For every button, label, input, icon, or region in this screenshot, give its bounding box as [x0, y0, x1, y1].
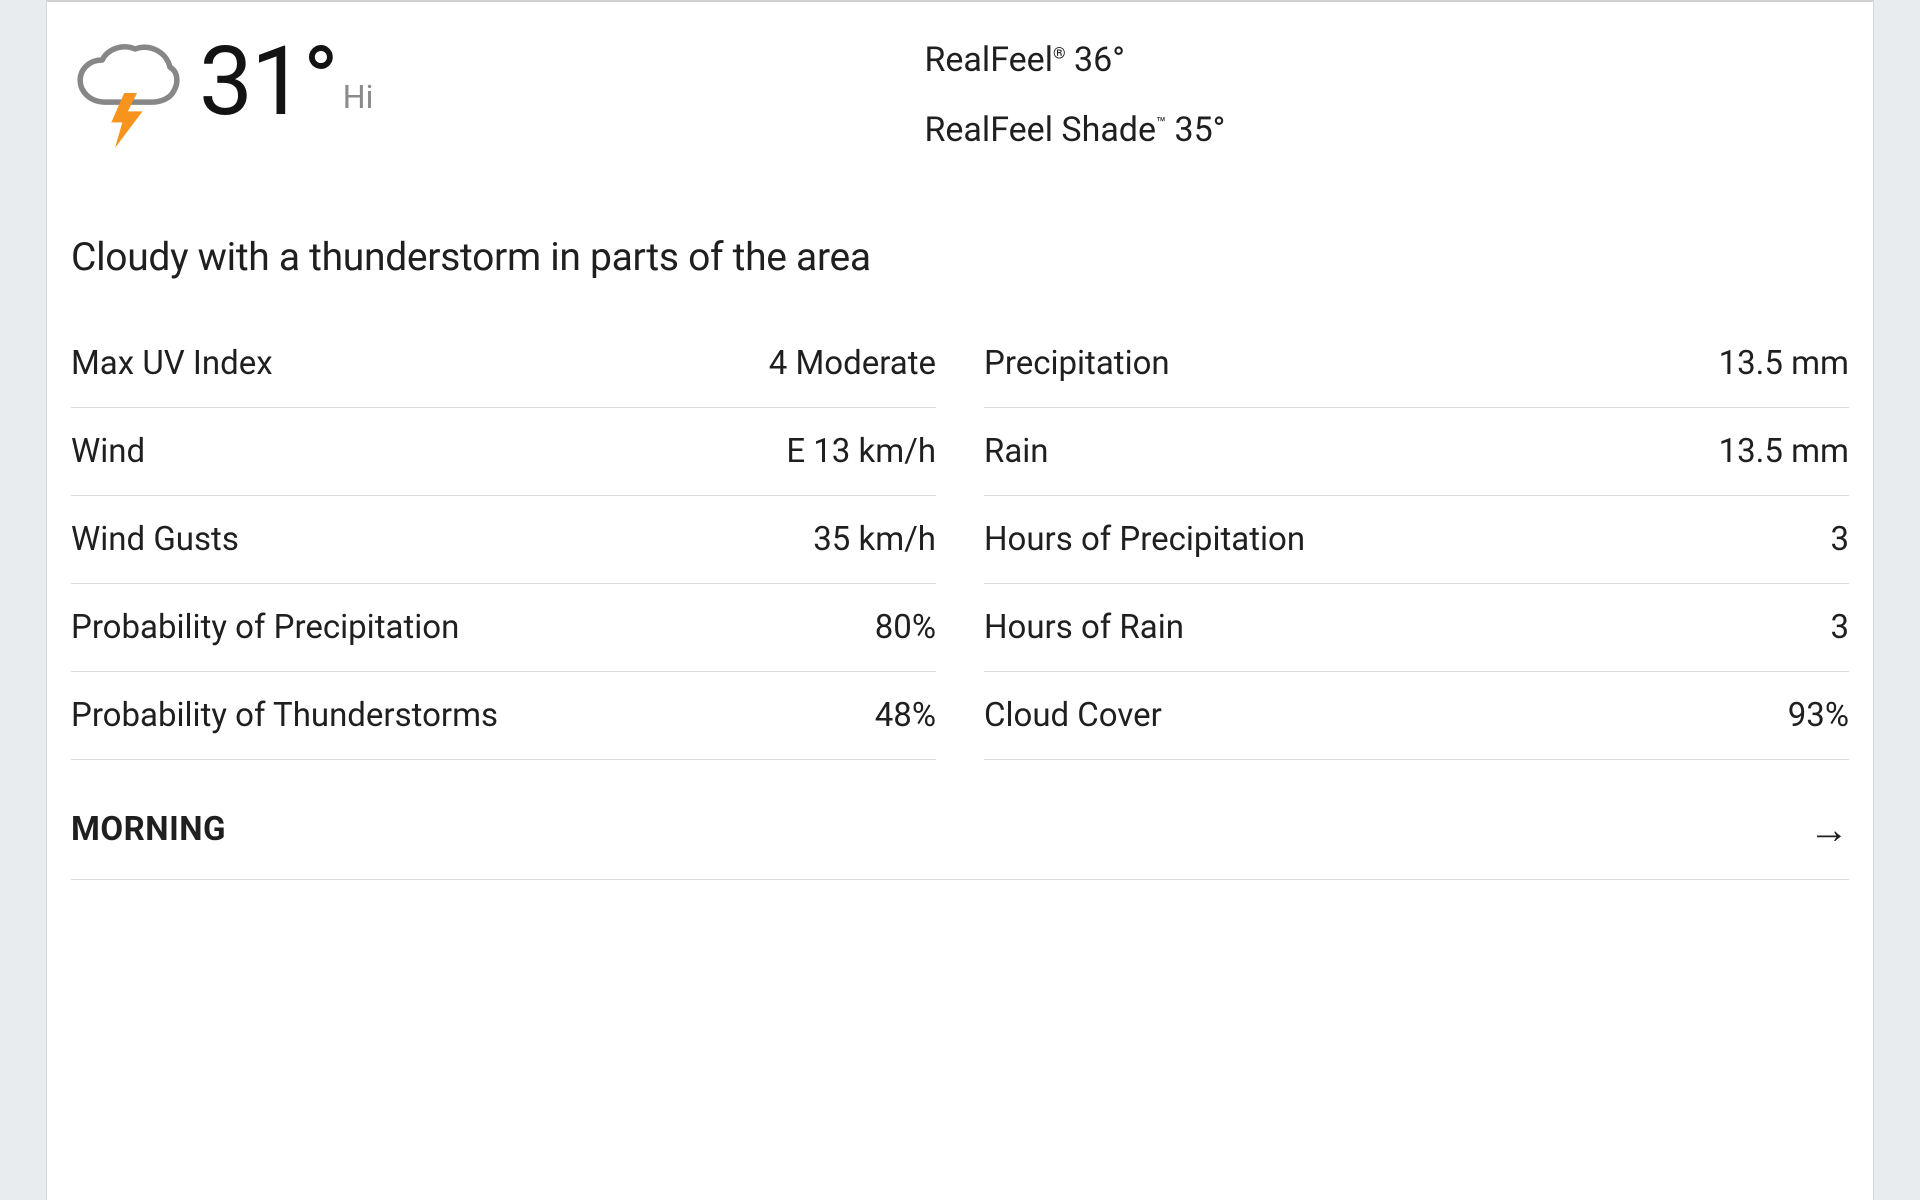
realfeel-line: RealFeel® 36°	[924, 38, 1849, 82]
temperature-block: 31° Hi	[199, 32, 373, 130]
detail-label: Precipitation	[984, 344, 1170, 383]
detail-value: E 13 km/h	[786, 432, 936, 471]
details-right-column: Precipitation 13.5 mm Rain 13.5 mm Hours…	[984, 320, 1849, 760]
detail-row: Probability of Precipitation 80%	[71, 584, 936, 672]
realfeel-shade-label: RealFeel Shade	[924, 110, 1156, 150]
summary-row: 31° Hi RealFeel® 36° RealFeel Shade™ 35°	[71, 32, 1849, 178]
temperature-hi-label: Hi	[337, 78, 374, 130]
detail-row: Hours of Rain 3	[984, 584, 1849, 672]
detail-row: Hours of Precipitation 3	[984, 496, 1849, 584]
weather-card: 31° Hi RealFeel® 36° RealFeel Shade™ 35°…	[46, 0, 1874, 1200]
section-label: MORNING	[71, 810, 226, 849]
detail-label: Probability of Thunderstorms	[71, 696, 498, 735]
detail-label: Hours of Precipitation	[984, 520, 1305, 559]
realfeel-shade-line: RealFeel Shade™ 35°	[924, 108, 1849, 152]
realfeel-shade-value: 35°	[1174, 110, 1225, 150]
details-left-column: Max UV Index 4 Moderate Wind E 13 km/h W…	[71, 320, 936, 760]
detail-row: Wind E 13 km/h	[71, 408, 936, 496]
detail-row: Precipitation 13.5 mm	[984, 320, 1849, 408]
detail-value: 48%	[875, 696, 936, 735]
detail-value: 35 km/h	[813, 520, 936, 559]
detail-row: Cloud Cover 93%	[984, 672, 1849, 760]
card-inner: 31° Hi RealFeel® 36° RealFeel Shade™ 35°…	[47, 2, 1873, 880]
detail-row: Max UV Index 4 Moderate	[71, 320, 936, 408]
detail-row: Probability of Thunderstorms 48%	[71, 672, 936, 760]
detail-value: 13.5 mm	[1719, 344, 1849, 383]
realfeel-shade-mark: ™	[1156, 114, 1166, 133]
realfeel-column: RealFeel® 36° RealFeel Shade™ 35°	[924, 32, 1849, 178]
detail-value: 13.5 mm	[1719, 432, 1849, 471]
detail-label: Probability of Precipitation	[71, 608, 459, 647]
detail-label: Wind Gusts	[71, 520, 239, 559]
forecast-description: Cloudy with a thunderstorm in parts of t…	[71, 234, 1849, 280]
arrow-right-icon: →	[1809, 806, 1849, 853]
detail-value: 3	[1830, 608, 1849, 647]
realfeel-value: 36°	[1074, 40, 1125, 80]
detail-value: 93%	[1788, 696, 1849, 735]
details-grid: Max UV Index 4 Moderate Wind E 13 km/h W…	[71, 320, 1849, 760]
page-outer: 31° Hi RealFeel® 36° RealFeel Shade™ 35°…	[0, 0, 1920, 1200]
realfeel-label: RealFeel	[924, 40, 1053, 80]
detail-label: Max UV Index	[71, 344, 273, 383]
detail-row: Wind Gusts 35 km/h	[71, 496, 936, 584]
morning-section-link[interactable]: MORNING →	[71, 760, 1849, 880]
temperature-value: 31°	[199, 34, 337, 130]
detail-value: 80%	[875, 608, 936, 647]
detail-label: Rain	[984, 432, 1049, 471]
detail-value: 4 Moderate	[769, 344, 936, 383]
detail-label: Hours of Rain	[984, 608, 1184, 647]
detail-label: Cloud Cover	[984, 696, 1162, 735]
realfeel-mark: ®	[1053, 44, 1066, 63]
thunderstorm-icon	[71, 32, 181, 148]
detail-label: Wind	[71, 432, 145, 471]
detail-value: 3	[1830, 520, 1849, 559]
detail-row: Rain 13.5 mm	[984, 408, 1849, 496]
